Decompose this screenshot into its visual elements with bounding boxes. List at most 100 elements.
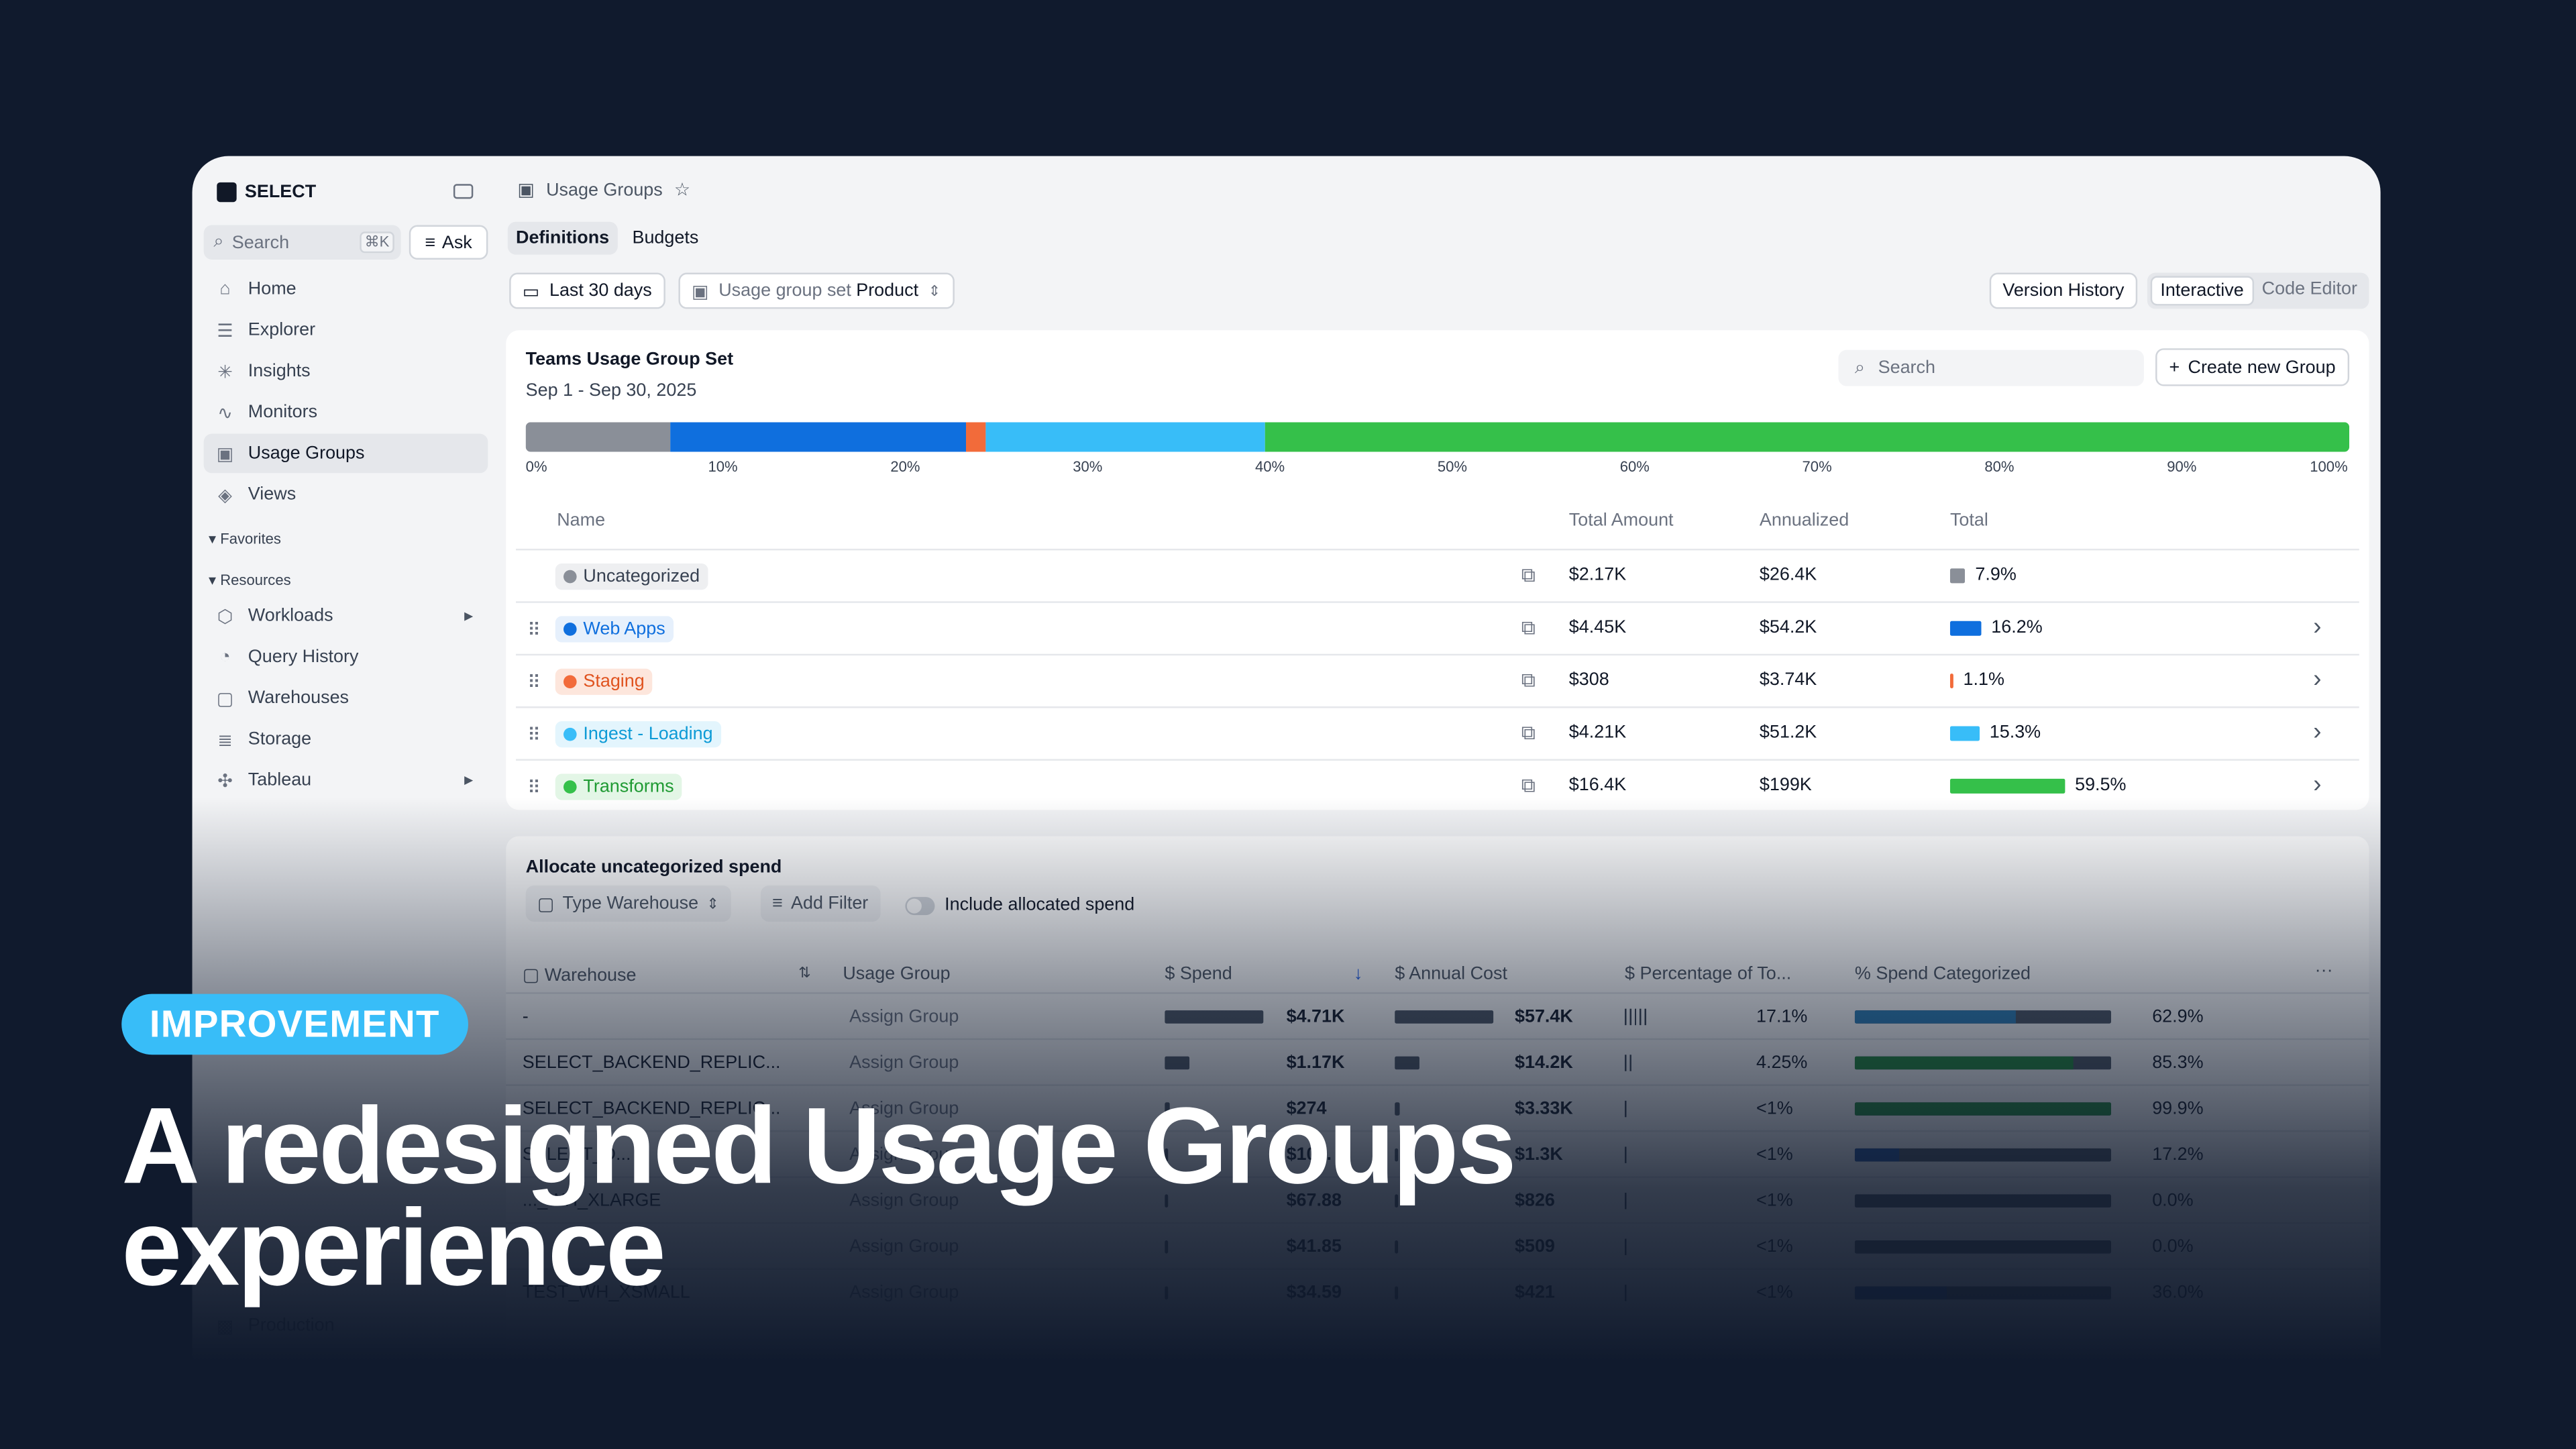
sidebar-item-home[interactable]: ⌂ Home	[204, 270, 488, 309]
chevron-right-icon[interactable]: ›	[2313, 665, 2322, 694]
sidebar-item-label: Production	[248, 1316, 335, 1336]
col-total[interactable]: Total	[1949, 511, 1988, 531]
assign-group-button[interactable]: Assign Group	[849, 1007, 959, 1027]
expand-arrow-icon[interactable]: ▶	[464, 775, 474, 788]
col-usage-group[interactable]: Usage Group	[843, 964, 951, 984]
mode-code-editor[interactable]: Code Editor	[2261, 279, 2357, 299]
chevron-right-icon[interactable]: ›	[2313, 770, 2322, 799]
tab-definitions[interactable]: Definitions	[507, 221, 618, 255]
group-total-amount: $4.21K	[1568, 722, 1627, 743]
sidebar-item-explorer[interactable]: ☰ Explorer	[204, 311, 488, 350]
ask-label: Ask	[441, 232, 472, 252]
sidebar-item-warehouses[interactable]: ▢ Warehouses	[204, 678, 488, 718]
open-external-icon[interactable]: ⧉	[1521, 773, 1536, 797]
sidebar-item-label: Storage	[248, 729, 312, 749]
categorized-bar	[1854, 1286, 2111, 1300]
sidebar-item-usage-groups[interactable]: ▣ Usage Groups	[203, 433, 488, 474]
group-row[interactable]: ⠿ Ingest - Loading ⧉ $4.21K $51.2K 15.3% ›	[515, 706, 2359, 759]
col-warehouse[interactable]: ▢ Warehouse ⇅	[522, 965, 811, 986]
more-options-icon[interactable]: ···	[2314, 961, 2333, 981]
col-annual-cost[interactable]: $ Annual Cost	[1395, 965, 1507, 984]
group-share-bar	[1949, 726, 1980, 741]
expand-arrow-icon[interactable]: ▶	[464, 611, 474, 623]
group-total-amount: $4.45K	[1568, 617, 1627, 638]
chevron-right-icon[interactable]: ›	[2313, 718, 2322, 746]
drag-handle-icon[interactable]: ⠿	[527, 726, 541, 746]
search-icon: ⌕	[213, 231, 224, 252]
sidebar-item-production[interactable]: ▩ Production	[204, 1306, 488, 1346]
collapse-sidebar-icon[interactable]	[453, 184, 474, 199]
open-external-icon[interactable]: ⧉	[1521, 668, 1536, 692]
group-share-pct: 7.9%	[1975, 565, 2017, 585]
usage-groups-icon: ▣	[216, 444, 234, 464]
categorized-value: 0.0%	[2152, 1237, 2194, 1257]
home-icon: ⌂	[219, 279, 231, 299]
chevron-right-icon[interactable]: ›	[2313, 612, 2322, 641]
include-allocated-toggle[interactable]	[905, 897, 935, 916]
sidebar-item-views[interactable]: ◈ Views	[204, 475, 488, 515]
open-external-icon[interactable]: ⧉	[1521, 721, 1536, 745]
create-group-button[interactable]: + Create new Group	[2155, 348, 2350, 386]
categorized-bar	[1854, 1056, 2111, 1070]
star-icon[interactable]: ☆	[674, 180, 691, 201]
group-color-dot	[564, 780, 577, 794]
favorites-section[interactable]: ▾ Favorites	[209, 531, 281, 549]
group-share-bar	[1949, 568, 1966, 584]
sort-icon[interactable]: ⇅	[798, 964, 811, 981]
usage-share-bar	[525, 422, 2349, 452]
type-filter[interactable]: ▢ Type Warehouse ⇕	[525, 885, 731, 922]
col-spend-categorized[interactable]: % Spend Categorized	[1854, 964, 2031, 984]
sidebar-item-label: Warehouses	[248, 688, 350, 708]
assign-group-button[interactable]: Assign Group	[849, 1053, 959, 1073]
sidebar-item-insights[interactable]: ✳ Insights	[204, 352, 488, 391]
group-row[interactable]: ⠿ Staging ⧉ $308 $3.74K 1.1% ›	[515, 653, 2359, 706]
spend-value: $1.17K	[1286, 1053, 1345, 1073]
group-search-input[interactable]: ⌕ Search	[1838, 350, 2144, 386]
mode-interactive[interactable]: Interactive	[2150, 276, 2254, 306]
col-annualized[interactable]: Annualized	[1759, 511, 1849, 531]
warehouse-row[interactable]: SELECT_BACKEND_REPLIC... Assign Group $1.1…	[506, 1038, 2369, 1085]
ask-button[interactable]: ≡ Ask	[409, 225, 488, 260]
sidebar-item-label: Tableau	[248, 770, 312, 790]
group-annualized: $199K	[1759, 775, 1812, 796]
drag-handle-icon[interactable]: ⠿	[527, 778, 541, 799]
sidebar-search-input[interactable]: ⌕ Search ⌘K	[203, 225, 401, 260]
insights-icon: ✳	[217, 362, 233, 382]
group-row[interactable]: Uncategorized ⧉ $2.17K $26.4K 7.9%	[515, 548, 2359, 601]
resources-section[interactable]: ▾ Resources	[209, 572, 291, 590]
open-external-icon[interactable]: ⧉	[1521, 616, 1536, 639]
col-percentage-total[interactable]: $ Percentage of To...	[1625, 965, 1791, 984]
group-share-bar	[1949, 674, 1953, 689]
warehouse-row[interactable]: - Assign Group $4.71K $57.4K 17.1% 62.9%	[506, 992, 2369, 1038]
sidebar-item-monitors[interactable]: ∿ Monitors	[204, 392, 488, 432]
tab-budgets[interactable]: Budgets	[632, 228, 699, 248]
warehouse-name: -	[522, 1007, 529, 1027]
date-range-picker[interactable]: ▭ Last 30 days	[509, 272, 665, 309]
version-history-button[interactable]: Version History	[1989, 272, 2138, 309]
group-set-select[interactable]: ▣ Usage group set Product ⇕	[678, 272, 954, 309]
col-spend[interactable]: $ Spend ↓	[1165, 964, 1362, 984]
group-row[interactable]: ⠿ Transforms ⧉ $16.4K $199K 59.5% ›	[515, 759, 2359, 811]
group-row[interactable]: ⠿ Web Apps ⧉ $4.45K $54.2K 16.2% ›	[515, 601, 2359, 653]
col-spend-label: Spend	[1179, 964, 1232, 984]
col-name[interactable]: Name	[557, 511, 606, 531]
col-total-amount[interactable]: Total Amount	[1568, 511, 1674, 531]
favorites-label: Favorites	[220, 531, 281, 547]
add-filter-button[interactable]: ≡ Add Filter	[760, 885, 880, 922]
sidebar-item-workloads[interactable]: ⬡ Workloads ▶	[204, 596, 488, 636]
open-external-icon[interactable]: ⧉	[1521, 564, 1536, 587]
editor-mode-toggle: Interactive Code Editor	[2147, 272, 2369, 309]
sidebar-item-tableau[interactable]: ✣ Tableau ▶	[204, 761, 488, 800]
sidebar-item-storage[interactable]: ≣ Storage	[204, 720, 488, 759]
col-warehouse-label: Warehouse	[544, 966, 637, 986]
drag-handle-icon[interactable]: ⠿	[527, 621, 541, 641]
warehouse-name: SELECT_BACKEND_REPLIC...	[522, 1053, 781, 1073]
sidebar-item-query-history[interactable]: ◔ Query History	[204, 637, 488, 677]
axis-tick-label: 60%	[1619, 458, 1650, 475]
sort-desc-icon[interactable]: ↓	[1353, 964, 1363, 984]
drag-handle-icon[interactable]: ⠿	[527, 674, 541, 694]
warehouse-icon: ▢	[522, 966, 545, 986]
brand[interactable]: SELECT	[217, 182, 316, 203]
headline-line-1: A redesigned Usage Groups	[121, 1084, 1516, 1206]
